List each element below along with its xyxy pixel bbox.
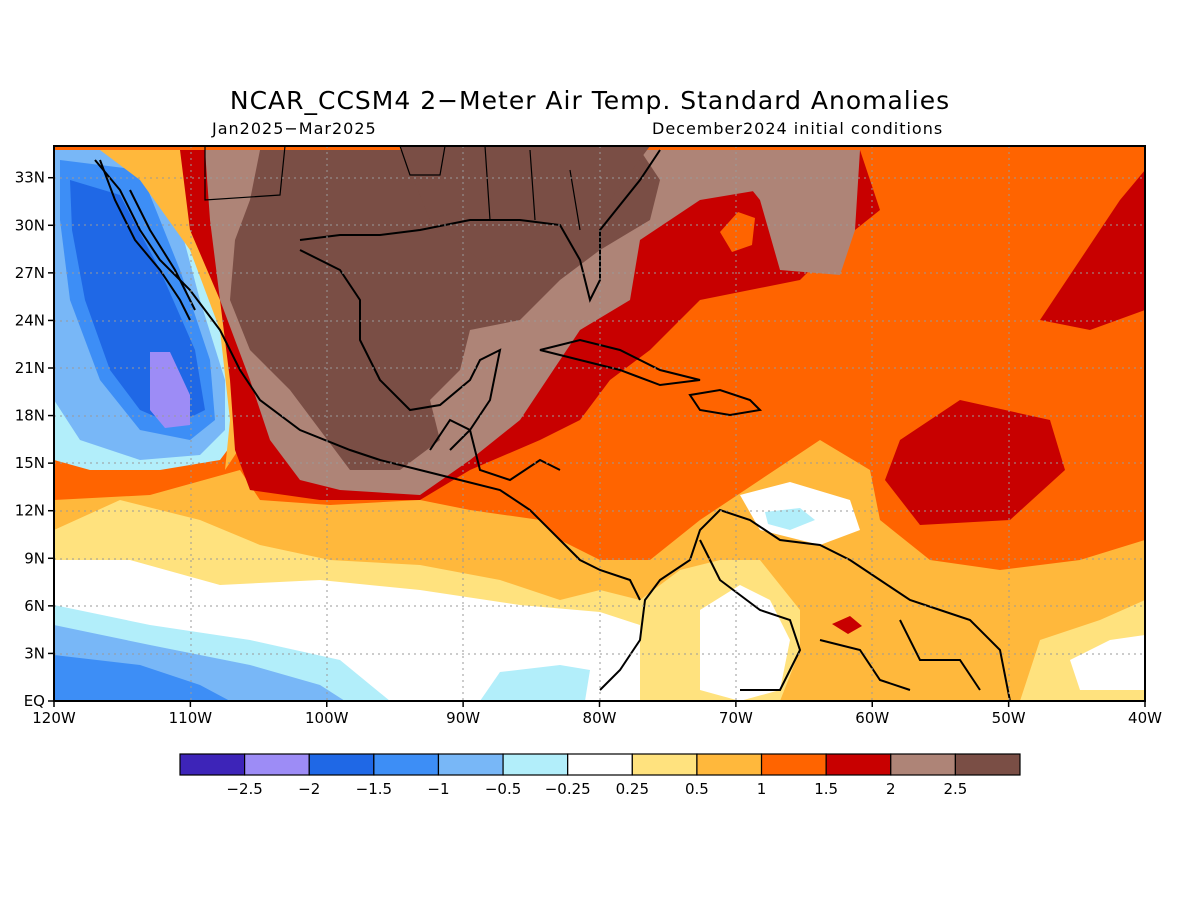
lat-tick-label: 33N: [15, 169, 45, 187]
colorbar: [179, 753, 1021, 776]
anomaly-fill-1.5-2-east: [885, 400, 1065, 525]
anomaly-fill-2-2.5-east: [720, 150, 860, 275]
colorbar-swatch: [437, 753, 504, 776]
longitude-tick-labels: 120W 110W 100W 90W 80W 70W 60W 50W 40W: [32, 701, 1162, 727]
colorbar-swatch: [502, 753, 569, 776]
colorbar-label: −2.5: [226, 780, 262, 798]
colorbar-swatch: [760, 753, 827, 776]
colorbar-label: −1: [427, 780, 449, 798]
lon-tick-label: 50W: [992, 709, 1026, 727]
lon-tick-label: 40W: [1128, 709, 1162, 727]
anomaly-fill-layer: [54, 146, 1145, 701]
lon-tick-label: 70W: [719, 709, 753, 727]
colorbar-label: 1.5: [814, 780, 838, 798]
lon-tick-label: 90W: [446, 709, 480, 727]
anomaly-fill-1.5-2-atlantic: [1040, 170, 1145, 330]
colorbar-label: 2: [886, 780, 896, 798]
anomaly-fill-baja-strip: [100, 150, 245, 470]
mexico-west-coastline: [94, 159, 641, 601]
hispaniola: [688, 388, 763, 417]
anomaly-fill-neutral-venezuela: [700, 585, 790, 701]
colorbar-swatch: [890, 753, 956, 776]
lon-tick-label: 80W: [583, 709, 617, 727]
anomaly-fill-neg-0.25-caribbean: [765, 508, 815, 530]
central-america-borders: [429, 418, 561, 482]
colorbar-label: 0.25: [616, 780, 649, 798]
colorbar-swatch: [179, 753, 246, 776]
colorbar-label: 1: [757, 780, 767, 798]
lon-tick-label: 120W: [32, 709, 76, 727]
graticule: [54, 146, 1145, 701]
anomaly-fill-neg-0.25-pacific: [480, 665, 590, 701]
south-america-borders: [699, 539, 981, 691]
anomaly-fill-neg-1-south: [54, 655, 230, 701]
baja-california: [99, 159, 196, 321]
anomaly-fill-neutral-east: [1070, 635, 1145, 690]
lat-tick-label: 21N: [15, 359, 45, 377]
colorbar-swatch: [308, 753, 375, 776]
colorbar-swatch: [244, 753, 310, 776]
lat-tick-label: 6N: [24, 597, 45, 615]
colorbar-label: −1.5: [356, 780, 392, 798]
colorbar-label: −0.25: [545, 780, 591, 798]
colorbar-swatch: [954, 753, 1021, 776]
lat-tick-label: 12N: [15, 502, 45, 520]
gulf-of-mexico-coast: [299, 249, 502, 451]
colorbar-label: 0.5: [685, 780, 709, 798]
lat-tick-label: 27N: [15, 264, 45, 282]
lat-tick-label: 30N: [15, 216, 45, 234]
colorbar-label: −2: [298, 780, 320, 798]
lat-tick-label: 15N: [15, 454, 45, 472]
latitude-tick-labels: EQ 3N 6N 9N 12N 15N 18N 21N 24N 27N 30N 33N: [15, 169, 54, 710]
lat-tick-label: 18N: [15, 407, 45, 425]
anomaly-fill-1.5-2-guiana: [832, 616, 862, 634]
initial-conditions: December2024 initial conditions: [652, 119, 944, 138]
lat-tick-label: 9N: [24, 549, 45, 567]
anomaly-fill-1-1.5-inner-ring: [720, 212, 755, 252]
forecast-period: Jan2025−Mar2025: [212, 119, 377, 138]
lat-tick-label: 24N: [15, 311, 45, 329]
colorbar-label: −0.5: [485, 780, 521, 798]
colorbar-labels: −2.5 −2 −1.5 −1 −0.5 −0.25 0.25 0.5 1 1.5 2 2.5: [226, 780, 967, 798]
lon-tick-label: 60W: [855, 709, 889, 727]
south-america-coast: [599, 508, 1011, 701]
map-title: NCAR_CCSM4 2−Meter Air Temp. Standard An…: [229, 86, 951, 115]
colorbar-swatch: [825, 753, 892, 776]
colorbar-swatch: [631, 753, 698, 776]
us-state-borders: [204, 146, 581, 231]
lat-tick-label: 3N: [24, 644, 45, 662]
anomaly-fill-neg-2: [150, 352, 190, 428]
colorbar-swatch: [567, 753, 633, 776]
cuba: [539, 338, 701, 387]
colorbar-swatch: [373, 753, 440, 776]
colorbar-label: 2.5: [943, 780, 967, 798]
lat-tick-label: EQ: [24, 692, 45, 710]
lon-tick-label: 110W: [169, 709, 213, 727]
lon-tick-label: 100W: [305, 709, 349, 727]
colorbar-swatch: [696, 753, 763, 776]
